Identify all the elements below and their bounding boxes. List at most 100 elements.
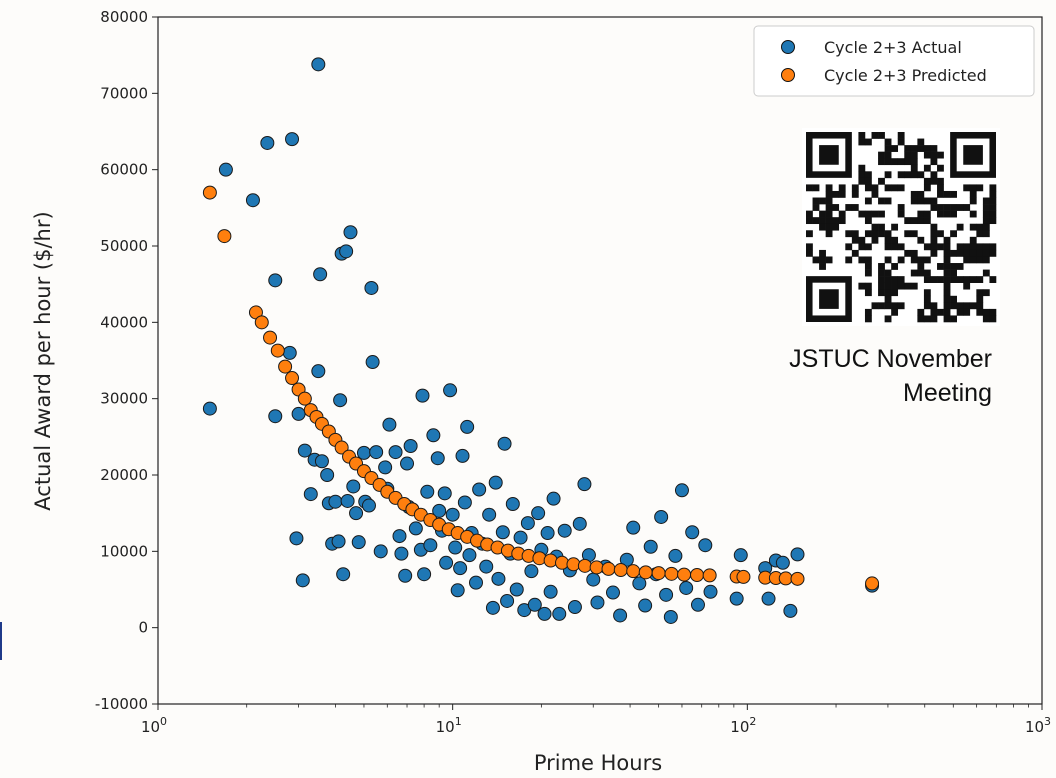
- y-tick-label: 60000: [100, 161, 148, 179]
- actual-point: [408, 521, 423, 536]
- qr-module: [825, 204, 833, 211]
- actual-point: [369, 445, 384, 460]
- actual-point: [378, 460, 393, 475]
- qr-module: [838, 190, 846, 198]
- actual-point: [643, 539, 658, 554]
- actual-point: [540, 526, 555, 541]
- qr-module: [930, 151, 938, 159]
- x-axis-label: Prime Hours: [534, 751, 662, 775]
- qr-module: [982, 197, 990, 205]
- qr-module: [943, 302, 951, 310]
- qr-module: [904, 158, 912, 166]
- qr-module: [845, 230, 853, 238]
- series-layer: [202, 57, 880, 624]
- qr-module: [904, 217, 912, 225]
- qr-module: [923, 315, 931, 323]
- qr-module: [989, 210, 997, 218]
- predicted-point: [626, 564, 641, 579]
- actual-point: [472, 482, 487, 497]
- qr-module: [910, 256, 918, 264]
- actual-point: [690, 597, 705, 612]
- actual-point: [336, 567, 351, 582]
- qr-module: [950, 276, 957, 283]
- qr-module: [871, 132, 879, 139]
- qr-module: [982, 269, 990, 277]
- legend: Cycle 2+3 Actual Cycle 2+3 Predicted: [753, 25, 1035, 97]
- qr-module: [871, 184, 879, 192]
- actual-point: [567, 600, 582, 615]
- qr-module: [878, 263, 885, 270]
- qr-module: [832, 217, 840, 225]
- qr-module: [838, 217, 846, 225]
- qr-module: [910, 158, 918, 166]
- x-tick-label: 101: [436, 715, 462, 736]
- predicted-point: [677, 567, 692, 582]
- y-tick-label: 80000: [100, 8, 148, 26]
- qr-module: [989, 190, 997, 198]
- qr-module: [943, 276, 951, 283]
- qr-module: [963, 243, 971, 251]
- qr-module: [937, 204, 944, 211]
- qr-module: [806, 243, 813, 251]
- predicted-point: [543, 553, 558, 568]
- qr-module: [943, 243, 951, 251]
- qr-module: [989, 308, 997, 316]
- qr-module: [864, 256, 872, 264]
- qr-module: [930, 236, 938, 244]
- actual-point: [314, 454, 329, 469]
- qr-module: [923, 256, 931, 264]
- qr-module: [910, 249, 918, 257]
- qr-module: [943, 249, 951, 257]
- predicted-point: [690, 567, 705, 582]
- qr-module: [969, 276, 977, 283]
- qr-module: [878, 210, 885, 218]
- qr-module: [923, 177, 931, 185]
- actual-point: [775, 555, 790, 570]
- actual-point: [311, 364, 326, 379]
- qr-module: [989, 204, 997, 211]
- actual-point: [297, 443, 312, 458]
- qr-module: [917, 197, 925, 205]
- actual-point: [632, 576, 647, 591]
- qr-module: [930, 197, 938, 205]
- qr-module: [989, 315, 997, 323]
- qr-module: [858, 164, 866, 172]
- qr-module: [943, 256, 951, 264]
- qr-module: [884, 158, 892, 166]
- actual-point: [790, 547, 805, 562]
- qr-module: [825, 210, 833, 218]
- actual-point: [468, 575, 483, 590]
- qr-module: [897, 256, 905, 264]
- y-tick-label: 40000: [100, 313, 148, 331]
- actual-point: [285, 132, 300, 147]
- qr-module: [950, 263, 957, 270]
- qr-module: [910, 217, 918, 225]
- qr-module: [806, 217, 813, 225]
- actual-point: [513, 530, 528, 545]
- qr-module: [937, 243, 944, 251]
- qr-module: [923, 197, 931, 205]
- qr-module: [864, 217, 872, 225]
- actual-point: [339, 244, 354, 259]
- qr-module: [858, 256, 866, 264]
- qr-module: [943, 295, 951, 303]
- predicted-point: [778, 571, 793, 586]
- qr-module: [806, 184, 813, 192]
- qr-module: [937, 177, 944, 185]
- qr-module: [819, 217, 826, 225]
- actual-point: [500, 593, 515, 608]
- x-axis: 100 101 102 103: [141, 704, 1051, 736]
- qr-module: [950, 190, 957, 198]
- y-tick-label: -10000: [95, 695, 148, 713]
- legend-label-actual: Cycle 2+3 Actual: [824, 38, 962, 57]
- y-tick-label: 30000: [100, 390, 148, 408]
- qr-module: [884, 243, 892, 251]
- qr-module: [943, 289, 951, 297]
- qr-module: [904, 282, 912, 290]
- series-actual: [202, 57, 880, 624]
- actual-point: [260, 135, 275, 150]
- actual-point: [282, 345, 297, 360]
- qr-module: [884, 276, 892, 283]
- y-axis: -10000 0 10000 20000 30000 40000 50000 60000 700…: [95, 8, 158, 713]
- qr-module: [819, 256, 826, 264]
